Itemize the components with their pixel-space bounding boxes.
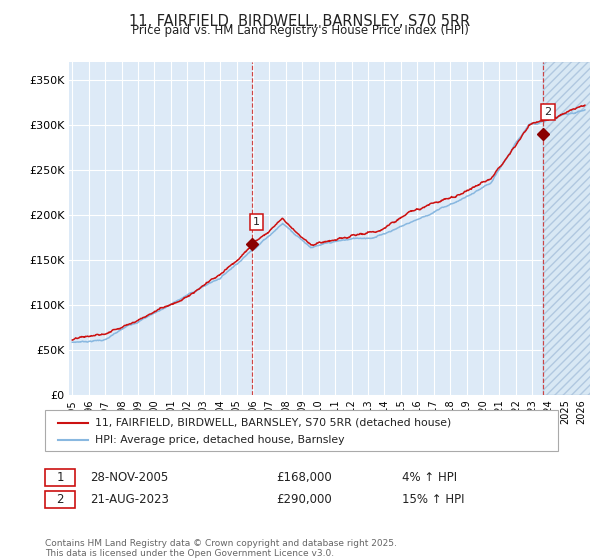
Text: £290,000: £290,000 bbox=[276, 493, 332, 506]
Bar bbox=[543, 62, 600, 395]
Text: 11, FAIRFIELD, BIRDWELL, BARNSLEY, S70 5RR: 11, FAIRFIELD, BIRDWELL, BARNSLEY, S70 5… bbox=[130, 14, 470, 29]
Text: HPI: Average price, detached house, Barnsley: HPI: Average price, detached house, Barn… bbox=[95, 435, 345, 445]
Text: 4% ↑ HPI: 4% ↑ HPI bbox=[402, 470, 457, 484]
Text: 1: 1 bbox=[56, 470, 64, 484]
Text: 1: 1 bbox=[253, 217, 260, 227]
Text: 21-AUG-2023: 21-AUG-2023 bbox=[90, 493, 169, 506]
Text: 28-NOV-2005: 28-NOV-2005 bbox=[90, 470, 168, 484]
Text: Price paid vs. HM Land Registry's House Price Index (HPI): Price paid vs. HM Land Registry's House … bbox=[131, 24, 469, 37]
Text: 15% ↑ HPI: 15% ↑ HPI bbox=[402, 493, 464, 506]
Text: 2: 2 bbox=[56, 493, 64, 506]
Text: 11, FAIRFIELD, BIRDWELL, BARNSLEY, S70 5RR (detached house): 11, FAIRFIELD, BIRDWELL, BARNSLEY, S70 5… bbox=[95, 418, 452, 428]
Text: Contains HM Land Registry data © Crown copyright and database right 2025.
This d: Contains HM Land Registry data © Crown c… bbox=[45, 539, 397, 558]
Text: 2: 2 bbox=[544, 107, 551, 117]
Text: £168,000: £168,000 bbox=[276, 470, 332, 484]
